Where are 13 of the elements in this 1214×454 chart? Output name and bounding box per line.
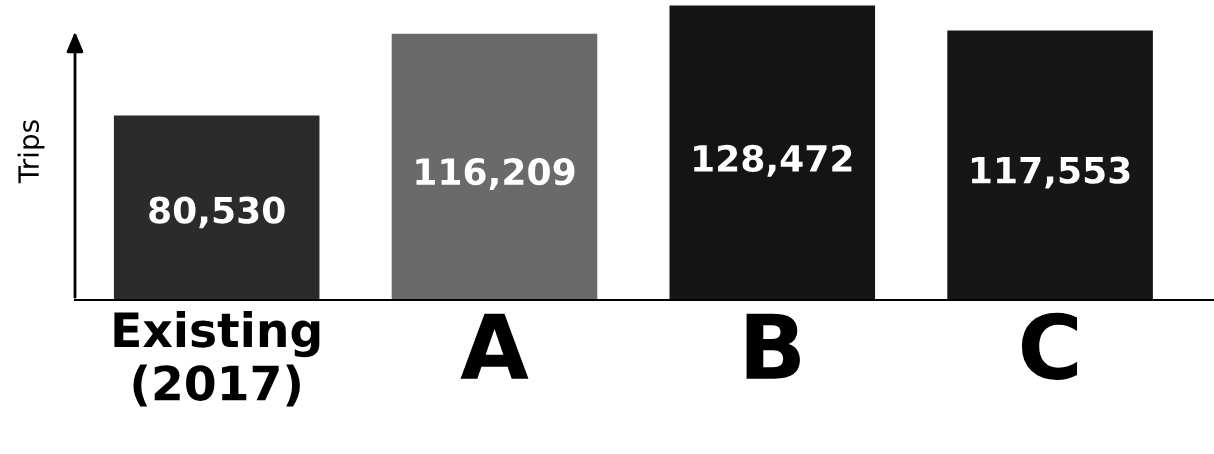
x-tick-label: B bbox=[746, 313, 800, 379]
y-axis-title: Trips bbox=[17, 120, 45, 184]
bar bbox=[669, 5, 876, 300]
data-label: 117,553 bbox=[971, 156, 1130, 189]
bar bbox=[391, 33, 598, 300]
data-label: 80,530 bbox=[149, 196, 285, 229]
data-label: 116,209 bbox=[416, 157, 575, 190]
bar bbox=[947, 30, 1153, 300]
data-label: 128,472 bbox=[694, 144, 852, 177]
bar bbox=[113, 115, 320, 300]
x-tick-label: C bbox=[1021, 312, 1078, 380]
x-tick-label: Existing (2017) bbox=[114, 311, 320, 407]
x-tick-label: A bbox=[460, 313, 529, 379]
